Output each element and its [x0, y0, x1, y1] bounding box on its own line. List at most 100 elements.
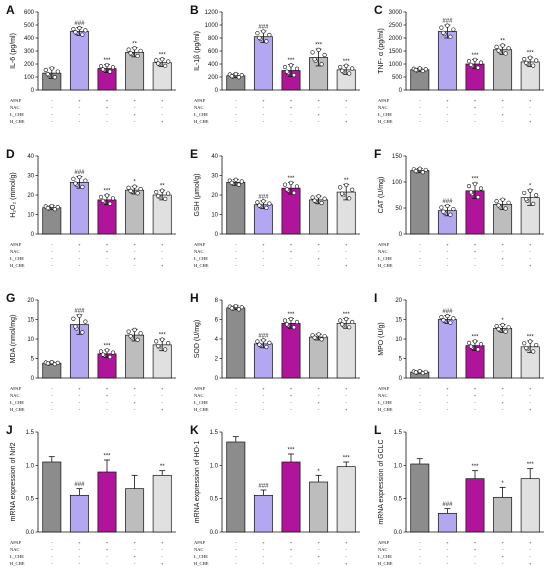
- data-point: [73, 30, 78, 35]
- treatment-sign: +: [446, 540, 449, 545]
- data-point: [55, 204, 60, 210]
- treatment-sign: -: [474, 561, 476, 566]
- treatment-sign: +: [529, 407, 532, 412]
- treatment-sign: +: [262, 386, 265, 391]
- data-point: [417, 66, 422, 71]
- treatment-row-label: H_CHE: [10, 119, 25, 124]
- significance-label: *: [501, 481, 504, 487]
- treatment-row-label: NAC: [10, 249, 20, 254]
- data-point: [503, 329, 508, 334]
- treatment-sign: -: [345, 547, 347, 552]
- treatment-sign: +: [133, 554, 136, 559]
- treatment-sign: +: [529, 242, 532, 247]
- data-point: [282, 182, 288, 187]
- treatment-sign: +: [345, 386, 348, 391]
- significance-label: *: [529, 183, 532, 189]
- data-point: [528, 55, 533, 60]
- treatment-sign: -: [290, 263, 292, 268]
- data-point: [77, 174, 82, 180]
- data-point: [132, 184, 137, 189]
- bar: [309, 199, 329, 235]
- data-point: [451, 316, 456, 321]
- data-point: [316, 194, 321, 199]
- treatment-sign: +: [133, 256, 136, 261]
- data-point: [448, 34, 453, 39]
- y-tick-label: 0: [31, 376, 35, 382]
- y-tick-label: 2000: [389, 36, 403, 42]
- significance-label: ***: [343, 59, 351, 65]
- treatment-row-label: APAP: [10, 386, 22, 391]
- data-point: [344, 316, 349, 322]
- treatment-sign: -: [106, 119, 108, 124]
- data-point: [154, 58, 159, 63]
- significance-label: **: [160, 184, 165, 190]
- treatment-sign: -: [318, 249, 320, 254]
- data-point: [500, 197, 505, 202]
- treatment-sign: +: [345, 242, 348, 247]
- treatment-sign: +: [106, 249, 109, 254]
- significance-label: ###: [258, 484, 269, 490]
- data-point: [229, 180, 234, 186]
- y-axis-label: IL-6 (pg/ml): [10, 33, 17, 69]
- treatment-sign: -: [235, 393, 237, 398]
- treatment-sign: -: [235, 242, 237, 247]
- significance-label: ###: [74, 482, 85, 488]
- treatment-sign: -: [263, 105, 265, 110]
- data-point: [138, 331, 143, 336]
- data-point: [80, 184, 85, 190]
- y-tick-label: 300: [24, 49, 35, 55]
- treatment-sign: +: [317, 400, 320, 405]
- treatment-row-label: H_CHE: [10, 407, 25, 412]
- treatment-sign: -: [502, 393, 504, 398]
- treatment-sign: -: [290, 256, 292, 261]
- data-point: [310, 195, 315, 200]
- data-point: [255, 339, 260, 344]
- data-point: [126, 185, 131, 190]
- bar: [281, 461, 301, 533]
- data-point: [261, 29, 266, 34]
- treatment-sign: -: [447, 393, 449, 398]
- treatment-sign: -: [51, 105, 53, 110]
- panel-letter: L: [374, 423, 381, 437]
- data-point: [472, 57, 478, 62]
- data-point: [73, 324, 78, 329]
- data-point: [420, 170, 425, 175]
- treatment-sign: +: [106, 540, 109, 545]
- treatment-sign: -: [235, 112, 237, 117]
- treatment-sign: -: [134, 561, 136, 566]
- treatment-row-label: H_CHE: [10, 263, 25, 268]
- treatment-sign: -: [529, 256, 531, 261]
- y-axis-label: mRNA expression of Nrf2: [10, 442, 17, 521]
- treatment-row-label: L_CHE: [378, 400, 392, 405]
- significance-label: ###: [258, 194, 269, 200]
- data-point: [288, 180, 294, 186]
- treatment-sign: -: [235, 386, 237, 391]
- bar: [336, 466, 356, 533]
- data-point: [338, 318, 343, 323]
- data-point: [126, 47, 131, 52]
- treatment-sign: -: [79, 119, 81, 124]
- significance-label: ***: [287, 312, 295, 318]
- treatment-row-label: APAP: [10, 540, 22, 545]
- panel-letter: J: [6, 423, 13, 437]
- treatment-row-label: H_CHE: [378, 561, 393, 566]
- data-point: [43, 67, 48, 73]
- y-tick-label: 1500: [389, 49, 403, 55]
- data-point: [166, 191, 171, 196]
- panel-letter: C: [374, 3, 383, 17]
- data-point: [156, 343, 161, 349]
- data-point: [340, 322, 345, 327]
- treatment-sign: -: [419, 105, 421, 110]
- data-point: [522, 57, 527, 62]
- treatment-row-label: NAC: [10, 393, 20, 398]
- treatment-sign: -: [161, 112, 163, 117]
- treatment-sign: -: [318, 119, 320, 124]
- panel-B: B 0 200 400 600 800 1000 1200 IL-1β (pg/ml) ### **…: [190, 3, 360, 124]
- treatment-sign: -: [263, 561, 265, 566]
- bar: [493, 49, 513, 91]
- y-tick-label: 5: [31, 357, 35, 363]
- significance-label: ###: [442, 19, 453, 25]
- treatment-sign: +: [501, 540, 504, 545]
